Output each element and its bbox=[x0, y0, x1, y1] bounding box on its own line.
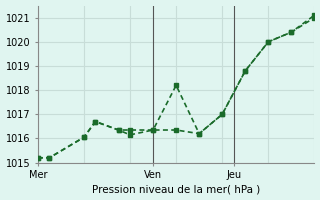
X-axis label: Pression niveau de la mer( hPa ): Pression niveau de la mer( hPa ) bbox=[92, 184, 260, 194]
